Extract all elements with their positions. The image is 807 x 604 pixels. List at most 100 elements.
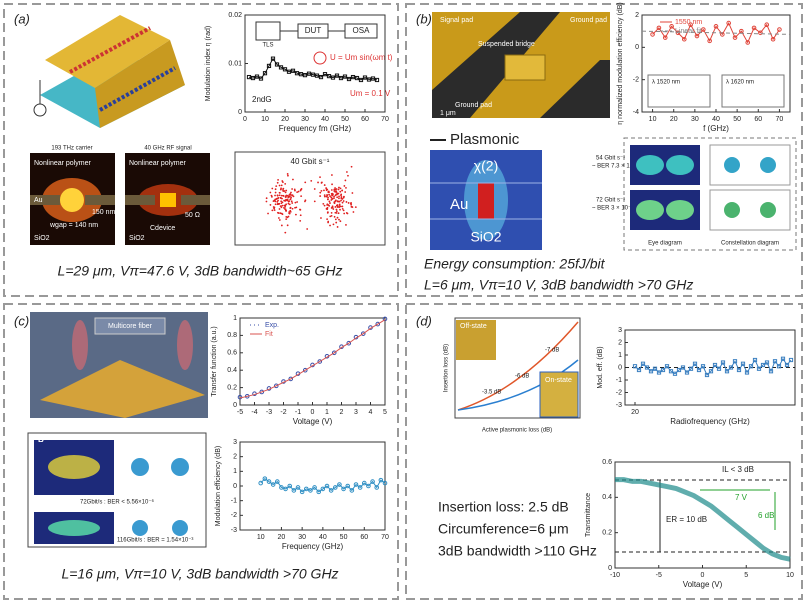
noise-dot bbox=[286, 198, 289, 201]
point bbox=[701, 27, 706, 32]
annotation: 7 V bbox=[735, 493, 748, 502]
x-tick-label: 40 bbox=[319, 534, 327, 541]
point bbox=[656, 370, 662, 375]
noise-dot bbox=[299, 220, 302, 222]
noise-dot bbox=[322, 202, 325, 205]
point bbox=[707, 38, 712, 44]
y-tick-label: -1 bbox=[231, 498, 237, 505]
noise-dot bbox=[330, 199, 333, 201]
x-tick-label: 0 bbox=[243, 116, 247, 123]
point bbox=[712, 362, 718, 368]
point bbox=[283, 486, 288, 492]
noise-dot bbox=[276, 194, 279, 197]
panel-frame bbox=[405, 303, 803, 600]
noise-dot bbox=[332, 223, 335, 226]
panel-frame bbox=[3, 3, 399, 297]
legend-label: 1550 nm bbox=[675, 19, 702, 26]
inset-label: -3.5 dB bbox=[482, 390, 501, 396]
axis-label: Insertion loss (dB) bbox=[444, 344, 450, 392]
x-tick-label: 10 bbox=[261, 116, 269, 123]
noise-dot bbox=[278, 191, 281, 194]
point bbox=[370, 479, 375, 484]
point bbox=[374, 77, 380, 83]
device-photo bbox=[432, 12, 610, 118]
point bbox=[295, 485, 301, 490]
noise-dot bbox=[339, 220, 342, 223]
annotation: IL < 3 dB bbox=[722, 465, 754, 474]
noise-dot bbox=[280, 200, 283, 203]
y-axis-label: Modulation index η (rad) bbox=[205, 26, 212, 102]
noise-dot bbox=[271, 187, 274, 190]
loss-inset bbox=[454, 317, 581, 419]
point bbox=[724, 369, 730, 374]
inset-label: λ 1620 nm bbox=[726, 80, 754, 86]
y-tick-label: 1 bbox=[233, 468, 237, 475]
noise-dot bbox=[319, 195, 322, 197]
x-tick-label: 10 bbox=[786, 572, 794, 579]
x-tick-label: 0 bbox=[311, 409, 315, 416]
noise-dot bbox=[285, 203, 288, 206]
noise-dot bbox=[336, 204, 339, 206]
point bbox=[298, 72, 304, 77]
point bbox=[784, 362, 790, 368]
noise-dot bbox=[285, 189, 288, 192]
noise-dot bbox=[285, 216, 288, 218]
noise-dot bbox=[327, 221, 330, 224]
noise-dot bbox=[335, 210, 338, 213]
image-label: 50 Ω bbox=[185, 212, 200, 219]
point bbox=[680, 365, 686, 370]
x-tick-label: 20 bbox=[631, 409, 639, 416]
point bbox=[716, 366, 722, 371]
noise-dot bbox=[306, 228, 309, 230]
point bbox=[308, 488, 313, 493]
eye-label: 72 Gbit s⁻¹ bbox=[596, 198, 625, 204]
noise-dot bbox=[338, 218, 340, 221]
image-label: Nonlinear polymer bbox=[34, 160, 91, 167]
point bbox=[314, 73, 320, 78]
x-tick-label: 60 bbox=[360, 534, 368, 541]
eye-caption: Eye diagram bbox=[648, 241, 682, 247]
point bbox=[732, 35, 738, 40]
point bbox=[726, 20, 731, 26]
noise-dot bbox=[279, 196, 282, 199]
noise-dot bbox=[342, 209, 345, 212]
point bbox=[334, 73, 340, 78]
y-axis-label: Modulation efficiency (dB) bbox=[215, 446, 222, 526]
point bbox=[662, 35, 668, 40]
noise-dot bbox=[340, 194, 342, 197]
noise-dot bbox=[274, 191, 277, 194]
y-tick-label: -4 bbox=[633, 109, 639, 116]
point bbox=[362, 75, 368, 80]
noise-dot bbox=[320, 217, 322, 219]
noise-dot bbox=[328, 200, 331, 203]
noise-dot bbox=[327, 196, 329, 199]
point bbox=[668, 369, 674, 374]
noise-dot bbox=[295, 206, 298, 209]
point bbox=[776, 364, 782, 369]
noise-dot bbox=[283, 190, 286, 192]
point bbox=[370, 76, 376, 81]
point bbox=[345, 483, 351, 489]
noise-dot bbox=[325, 188, 328, 191]
noise-dot bbox=[288, 195, 291, 198]
noise-dot bbox=[326, 218, 329, 221]
noise-dot bbox=[350, 205, 353, 208]
noise-dot bbox=[344, 191, 347, 193]
point bbox=[660, 367, 666, 373]
panel-frame bbox=[405, 3, 803, 297]
noise-dot bbox=[320, 189, 323, 192]
noise-dot bbox=[278, 184, 281, 187]
field-images bbox=[30, 153, 210, 245]
eye-box bbox=[27, 432, 207, 548]
point bbox=[692, 361, 698, 366]
noise-dot bbox=[333, 215, 336, 218]
panel-label: (c) bbox=[14, 313, 29, 328]
noise-dot bbox=[276, 181, 279, 184]
noise-dot bbox=[284, 199, 287, 202]
noise-dot bbox=[274, 188, 277, 191]
noise-dot bbox=[340, 199, 342, 202]
point bbox=[366, 483, 371, 489]
noise-dot bbox=[299, 214, 302, 217]
y-tick-label: 0.01 bbox=[228, 60, 242, 67]
